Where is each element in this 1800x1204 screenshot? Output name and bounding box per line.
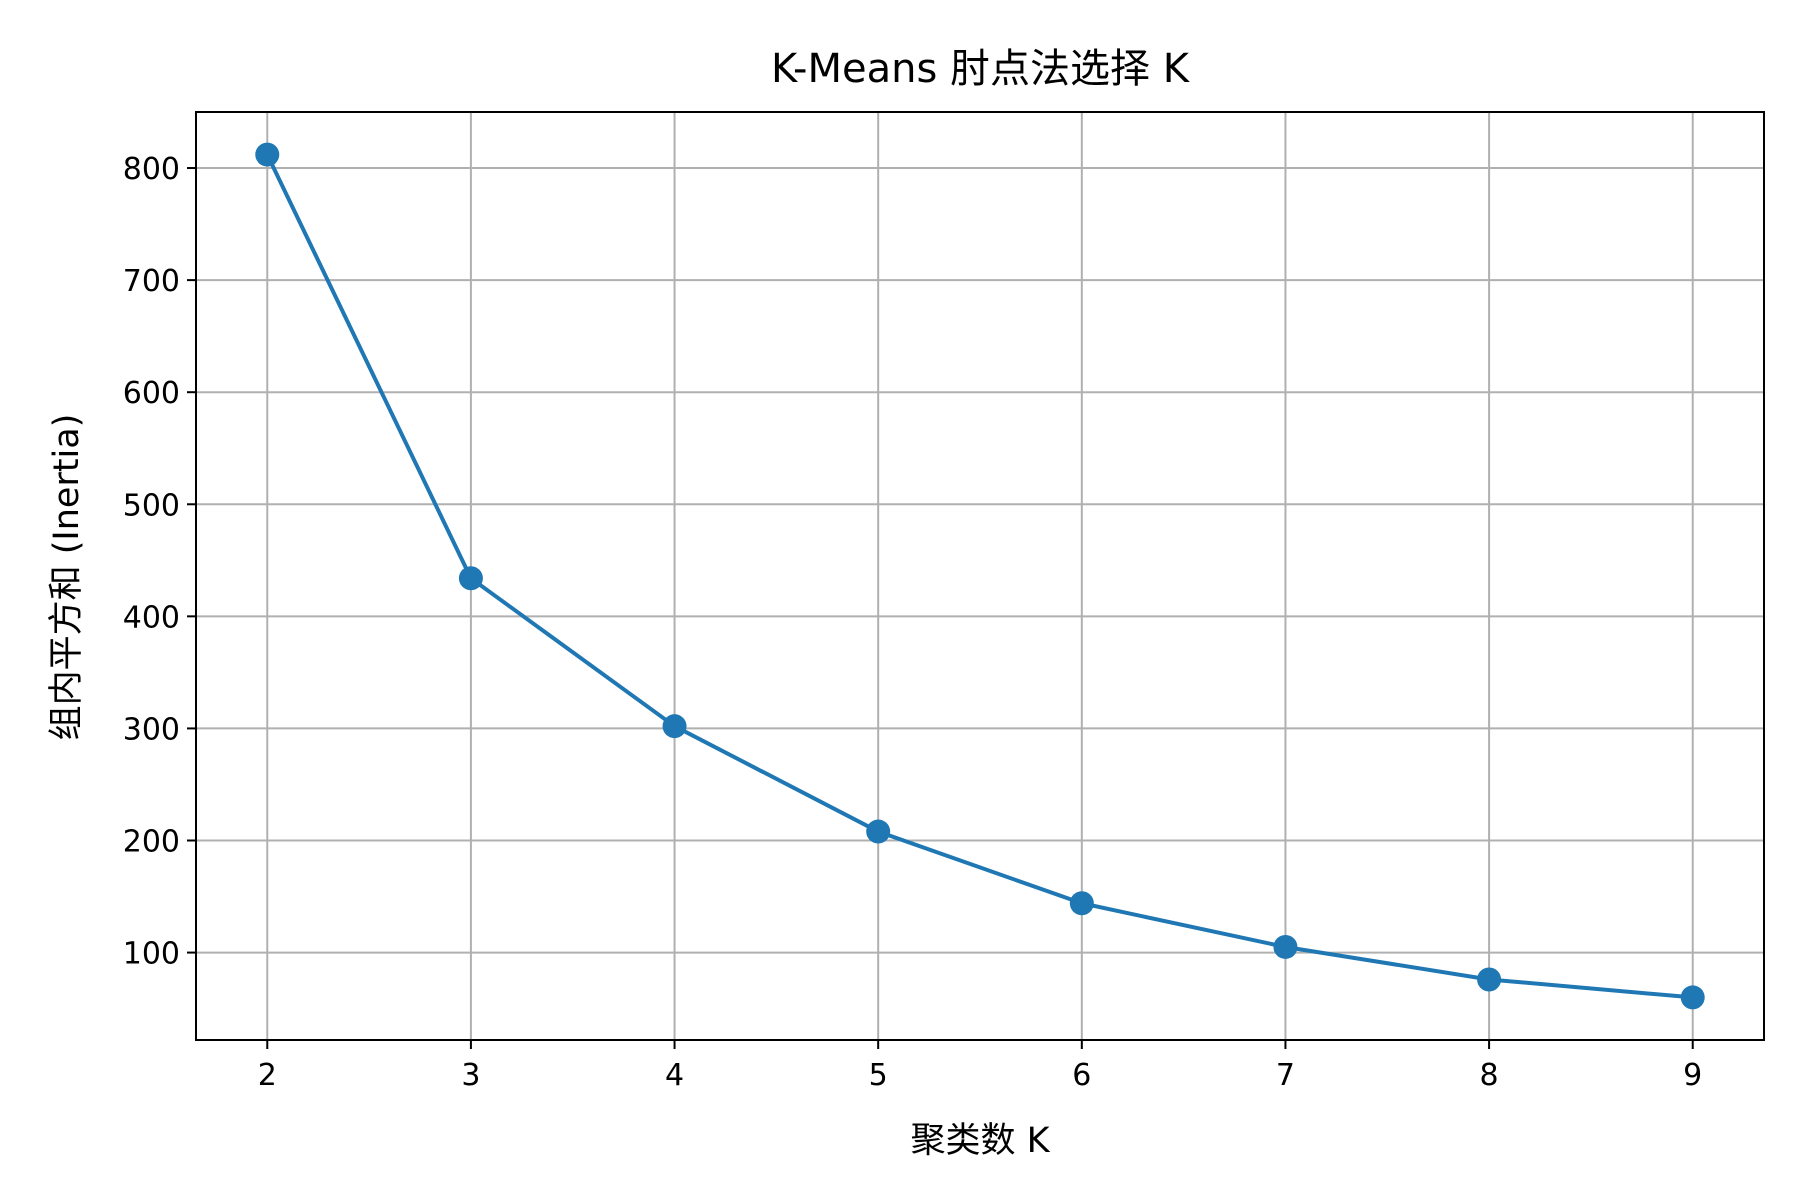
y-tick-label: 700 — [123, 264, 180, 299]
x-tick-label: 5 — [869, 1058, 888, 1093]
plot-area-frame — [195, 111, 1765, 1041]
y-axis-ticks: 100 200 300 400 500 600 700 800 — [123, 152, 196, 972]
y-tick-label: 400 — [123, 600, 180, 635]
data-point — [1069, 891, 1094, 916]
y-tick-label: 200 — [123, 825, 180, 860]
data-point — [1273, 934, 1298, 959]
x-tick-label: 2 — [258, 1058, 277, 1093]
data-point — [866, 819, 891, 844]
x-tick-label: 3 — [461, 1058, 480, 1093]
x-tick-label: 6 — [1072, 1058, 1091, 1093]
x-axis-label: 聚类数 K — [910, 1121, 1050, 1161]
y-tick-label: 500 — [123, 488, 180, 523]
grid-lines — [196, 112, 1764, 1040]
data-point — [458, 566, 483, 591]
series-line — [265, 152, 1695, 1000]
y-tick-label: 600 — [123, 376, 180, 411]
y-tick-label: 300 — [123, 712, 180, 747]
x-tick-label: 8 — [1480, 1058, 1499, 1093]
x-axis-ticks: 2 3 4 5 6 7 8 9 — [258, 1040, 1702, 1093]
data-point — [1477, 967, 1502, 992]
x-tick-label: 4 — [665, 1058, 684, 1093]
data-point — [1680, 985, 1705, 1010]
series-layer — [255, 142, 1705, 1010]
chart-title: K-Means 肘点法选择 K — [771, 46, 1191, 92]
x-tick-label: 9 — [1683, 1058, 1702, 1093]
y-axis-label: 组内平方和 (Inertia) — [47, 414, 87, 741]
data-point — [255, 142, 280, 167]
y-tick-label: 100 — [123, 937, 180, 972]
x-tick-label: 7 — [1276, 1058, 1295, 1093]
data-point — [662, 714, 687, 739]
y-tick-label: 800 — [123, 152, 180, 187]
